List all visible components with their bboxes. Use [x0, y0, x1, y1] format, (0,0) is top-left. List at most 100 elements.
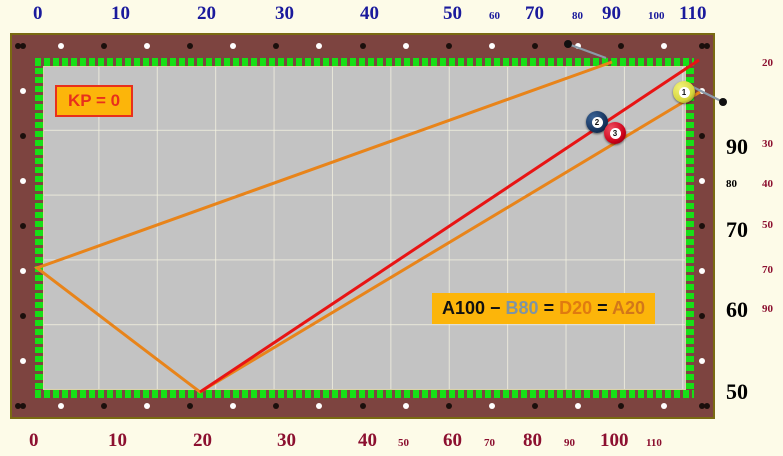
ruler-right-inner-tick-50: 50: [726, 379, 748, 404]
rail-dot-left-3: [20, 178, 26, 184]
rail-dot-top-12: [531, 43, 538, 49]
rail-dot-bottom-7: [316, 403, 323, 409]
rail-dot-left-1: [20, 88, 26, 94]
ruler-bottom-tick-70: 70: [484, 437, 495, 449]
rail-diamond-dots: [12, 35, 713, 417]
rail-dot-bottom-8: [359, 403, 366, 409]
ball-3[interactable]: 3: [604, 122, 626, 144]
ruler-right-outer-tick-30: 30: [762, 138, 773, 150]
formula-part-0: A100: [442, 298, 486, 318]
ruler-right-inner-tick-60: 60: [726, 297, 748, 322]
rail-dot-bottom-16: [704, 403, 710, 409]
ruler-top-tick-80: 80: [572, 10, 583, 22]
ball-1-number: 1: [678, 86, 690, 98]
rail-dot-top-5: [230, 43, 237, 49]
rail-dot-bottom-10: [445, 403, 452, 409]
ruler-bottom-tick-90: 90: [564, 437, 575, 449]
ruler-right-inner-tick-80: 80: [726, 178, 737, 190]
rail-dot-right-8: [699, 403, 705, 409]
rail-dot-right-4: [699, 223, 705, 229]
rail-dot-bottom-3: [144, 403, 151, 409]
rail-dot-top-11: [488, 43, 495, 49]
rail-dot-bottom-11: [488, 403, 495, 409]
ruler-right-outer-tick-90: 90: [762, 303, 773, 315]
ruler-bottom-tick-110: 110: [646, 437, 662, 449]
formula-part-6: A20: [611, 298, 646, 318]
rail-dot-left-4: [20, 223, 26, 229]
rail-dot-top-13: [574, 43, 581, 49]
rail-dot-top-0: [15, 43, 21, 49]
ruler-top-tick-100: 100: [648, 10, 665, 22]
rail-dot-top-15: [660, 43, 667, 49]
ruler-top-tick-70: 70: [525, 3, 544, 24]
rail-dot-bottom-5: [230, 403, 237, 409]
ruler-top-tick-10: 10: [111, 3, 130, 24]
formula-part-3: =: [538, 298, 560, 318]
ruler-right-inner-tick-90: 90: [726, 134, 748, 159]
ball-2[interactable]: 2: [586, 111, 608, 133]
rail-dot-right-7: [699, 358, 705, 364]
formula-part-4: D20: [559, 298, 593, 318]
ruler-bottom-tick-0: 0: [29, 430, 39, 451]
rail-dot-bottom-0: [15, 403, 21, 409]
ruler-right-outer-tick-20: 20: [762, 57, 773, 69]
rail-dot-left-2: [20, 133, 26, 139]
rail-dot-top-6: [273, 43, 280, 49]
rail-dot-top-1: [58, 43, 65, 49]
rail-dot-bottom-12: [531, 403, 538, 409]
rail-dot-left-8: [20, 403, 26, 409]
rail-dot-right-0: [699, 43, 705, 49]
ball-2-number: 2: [591, 116, 603, 128]
formula-part-1: −: [485, 298, 506, 318]
rail-dot-bottom-1: [58, 403, 65, 409]
ruler-top-tick-0: 0: [33, 3, 43, 24]
rail-dot-top-14: [617, 43, 624, 49]
ruler-top-tick-30: 30: [275, 3, 294, 24]
rail-dot-top-7: [316, 43, 323, 49]
rail-dot-right-6: [699, 313, 705, 319]
kp-label: KP = 0: [55, 85, 134, 117]
rail-dot-left-7: [20, 358, 26, 364]
ruler-top-tick-60: 60: [489, 10, 500, 22]
rail-dot-bottom-2: [101, 403, 108, 409]
ruler-top-tick-40: 40: [360, 3, 379, 24]
rail-dot-top-4: [187, 43, 194, 49]
ruler-bottom-tick-10: 10: [108, 430, 127, 451]
ruler-bottom-tick-100: 100: [600, 430, 629, 451]
rail-dot-top-3: [144, 43, 151, 49]
rail-dot-top-8: [359, 43, 366, 49]
rail-dot-left-0: [20, 43, 26, 49]
rail-dot-left-6: [20, 313, 26, 319]
rail-dot-bottom-4: [187, 403, 194, 409]
rail-dot-top-10: [445, 43, 452, 49]
ruler-bottom-tick-60: 60: [443, 430, 462, 451]
ruler-right-outer-tick-50: 50: [762, 219, 773, 231]
rail-dot-bottom-9: [402, 403, 409, 409]
ruler-bottom-tick-40: 40: [358, 430, 377, 451]
ruler-right-inner-tick-70: 70: [726, 217, 748, 242]
rail-dot-right-5: [699, 268, 705, 274]
rail-dot-left-5: [20, 268, 26, 274]
rail-dot-bottom-13: [574, 403, 581, 409]
ruler-top-tick-110: 110: [679, 3, 707, 24]
formula-part-5: =: [592, 298, 612, 318]
ruler-bottom-tick-80: 80: [523, 430, 542, 451]
rail-dot-bottom-15: [660, 403, 667, 409]
pointer-right-tip-icon: [719, 98, 727, 106]
rail-dot-bottom-6: [273, 403, 280, 409]
ball-1[interactable]: 1: [673, 81, 695, 103]
ruler-right-outer-tick-70: 70: [762, 264, 773, 276]
ruler-bottom-tick-20: 20: [193, 430, 212, 451]
rail-dot-bottom-14: [617, 403, 624, 409]
rail-dot-right-1: [699, 88, 705, 94]
rail-dot-top-9: [402, 43, 409, 49]
ruler-top-tick-50: 50: [443, 3, 462, 24]
ball-3-number: 3: [609, 127, 621, 139]
rail-dot-right-3: [699, 178, 705, 184]
rail-dot-right-2: [699, 133, 705, 139]
ruler-top-tick-90: 90: [602, 3, 621, 24]
ruler-right-outer-tick-40: 40: [762, 178, 773, 190]
formula-label: A100 − B80 = D20 = A20: [432, 293, 656, 324]
rail-dot-top-2: [101, 43, 108, 49]
